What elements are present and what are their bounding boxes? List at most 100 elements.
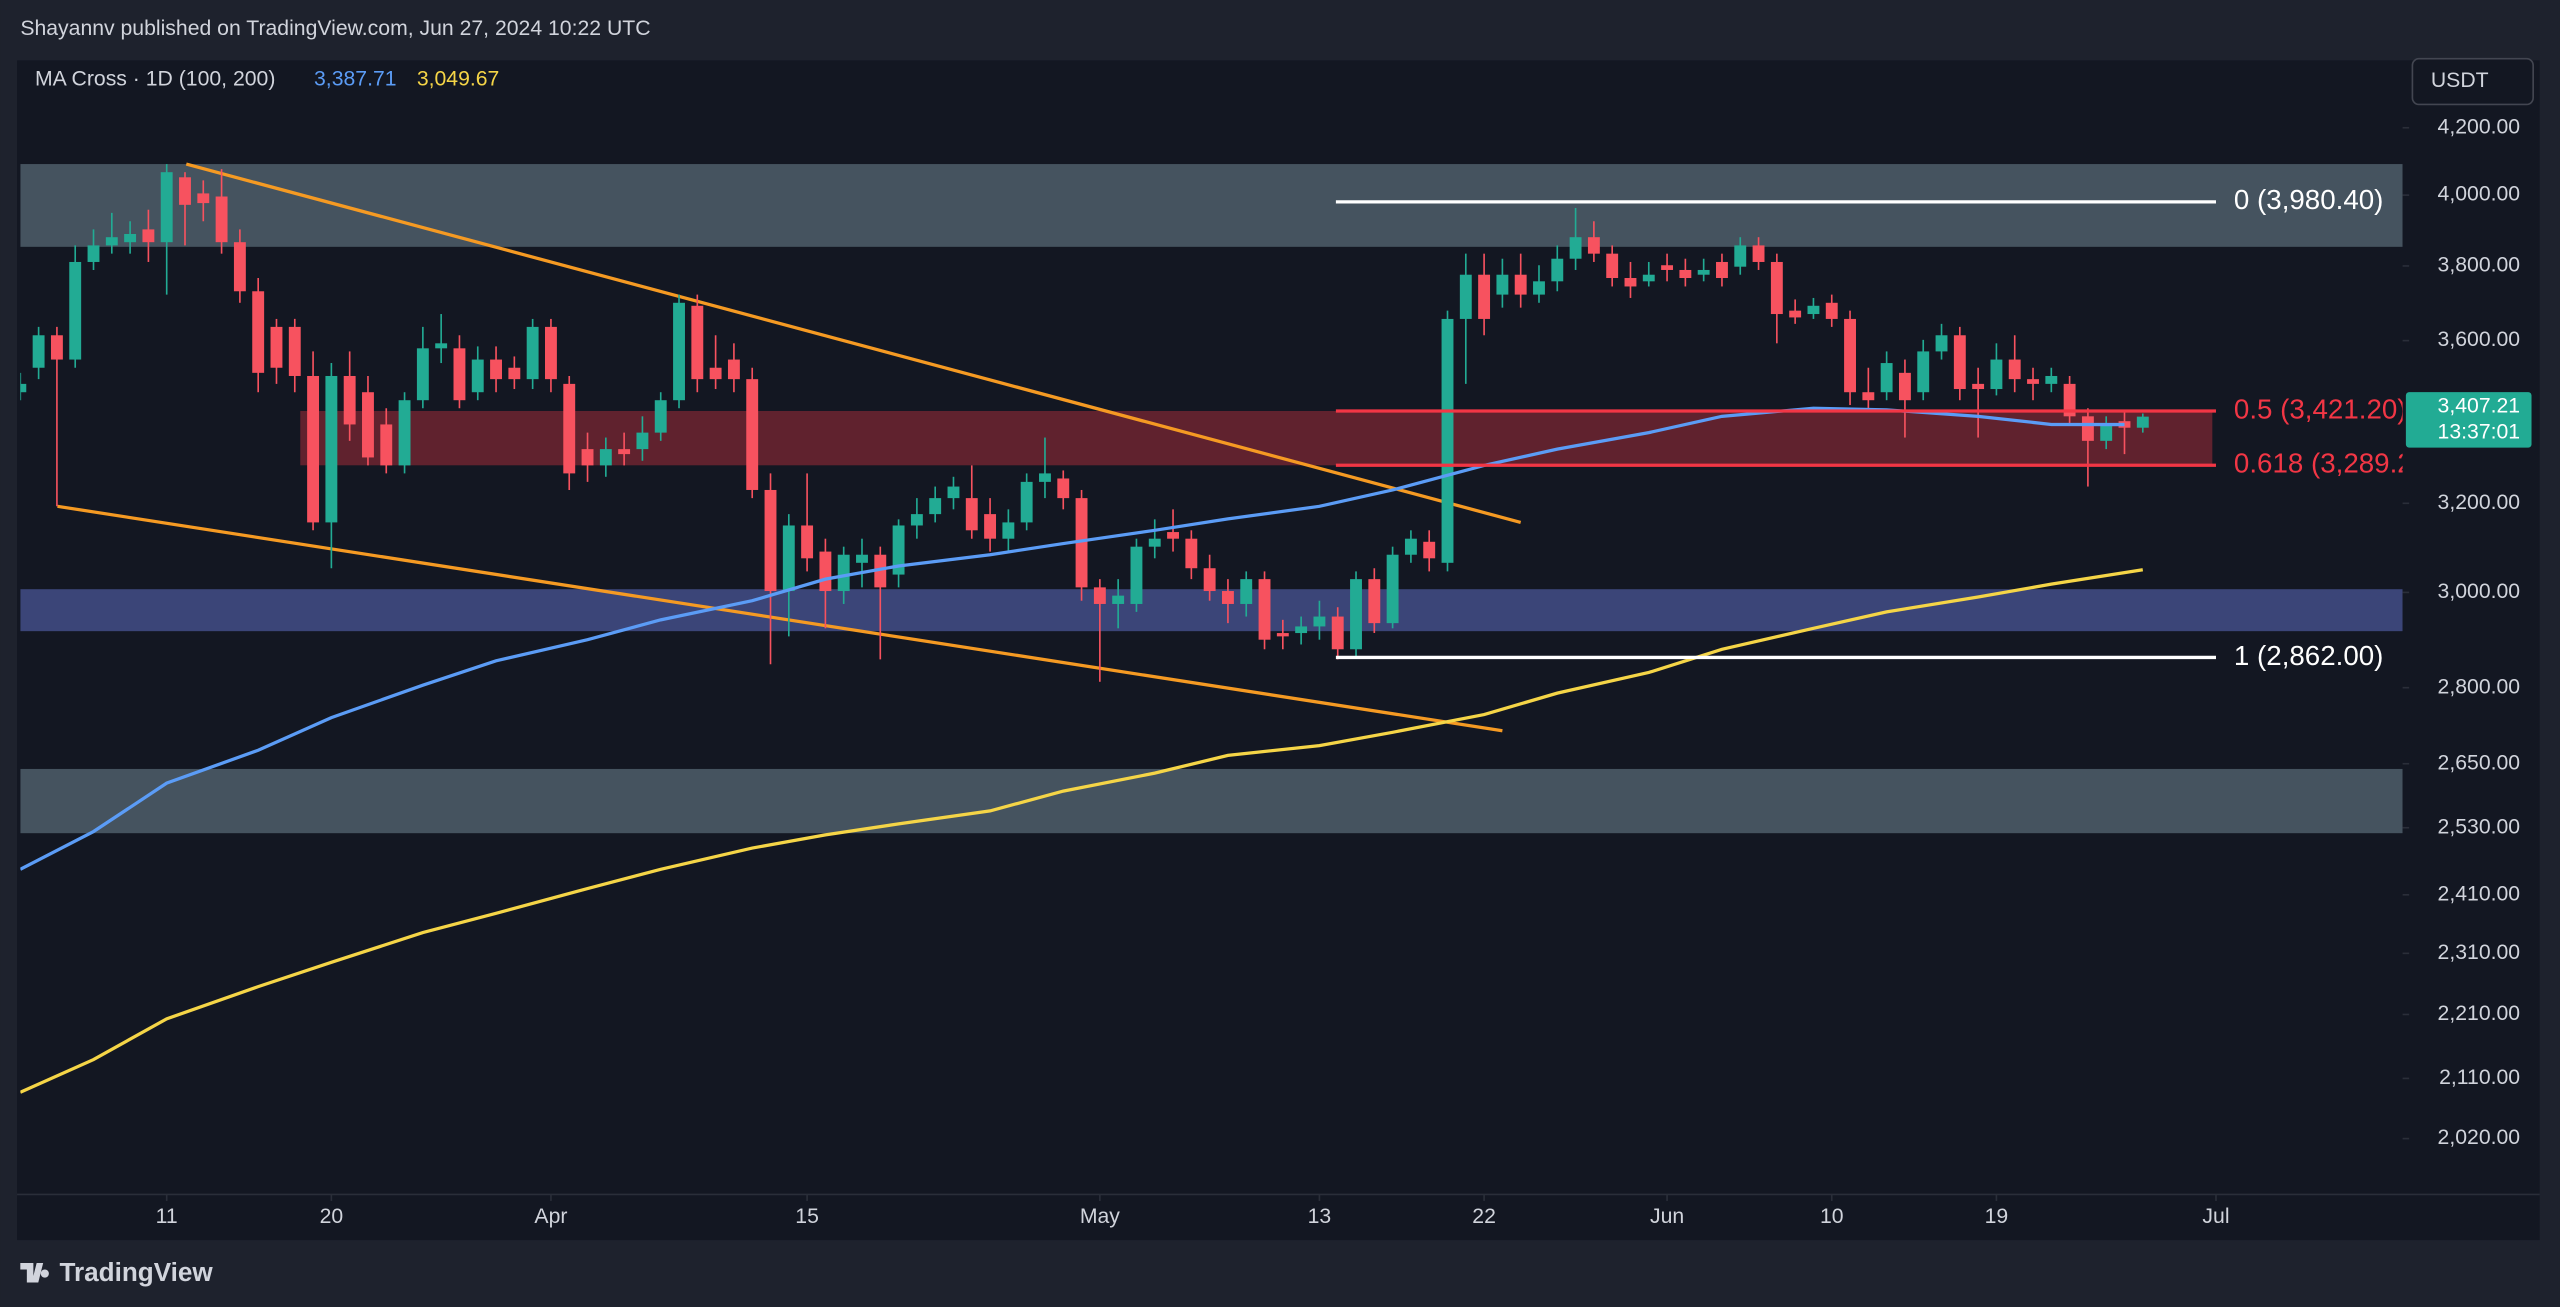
candle-body (819, 551, 832, 592)
candle-body (1935, 335, 1948, 352)
candle-body (215, 196, 228, 243)
candle-body (1404, 538, 1417, 555)
candle-body (1423, 541, 1436, 559)
candle-body (526, 326, 539, 380)
candle-body (1276, 633, 1289, 637)
candle-body (1368, 579, 1381, 624)
candle-body (160, 172, 173, 243)
y-tick-label: 3,200.00 (2438, 491, 2521, 514)
candle-body (1642, 274, 1655, 282)
candle-body (1752, 245, 1765, 262)
zone (20, 164, 2403, 247)
candle-body (910, 514, 923, 526)
x-tick-label: 19 (1985, 1205, 2009, 1228)
fib-label: 0.618 (3,289.23) (2234, 448, 2437, 479)
candle-body (1697, 269, 1710, 275)
candle-body (435, 343, 448, 349)
trend-line (57, 504, 1503, 733)
candle-body (69, 261, 82, 360)
candle-body (1825, 302, 1838, 319)
candle-body (20, 383, 27, 393)
x-tick-label: Jul (2202, 1205, 2229, 1228)
currency-button[interactable] (2411, 57, 2534, 106)
candle-body (508, 367, 521, 380)
candle-body (581, 449, 594, 466)
zone (20, 768, 2403, 834)
candle-body (1844, 318, 1856, 393)
candle-body (2045, 375, 2058, 384)
fib-label: 0.5 (3,421.20) (2234, 393, 2407, 424)
y-tick-label: 2,310.00 (2438, 941, 2521, 964)
candle-body (105, 237, 118, 246)
candle-body (2027, 379, 2039, 384)
candle-body (1716, 261, 1728, 279)
candle-body (1551, 258, 1564, 282)
chart-panel (17, 60, 2540, 1241)
candle-body (380, 424, 393, 466)
moving-average-line (20, 568, 2144, 1094)
candle-body (1221, 591, 1234, 604)
y-tick-label: 2,110.00 (2439, 1066, 2520, 1089)
candle-body (1569, 237, 1582, 259)
candle-body (1075, 498, 1088, 588)
x-tick-label: May (1080, 1205, 1120, 1228)
candle-body (1953, 335, 1966, 390)
candle-body (179, 177, 191, 205)
candle-body (1862, 392, 1875, 401)
candle-body (453, 348, 466, 401)
candle-body (288, 326, 301, 376)
candle-body (1496, 274, 1509, 295)
candle-body (1917, 351, 1930, 393)
candle-body (398, 400, 411, 466)
candle-body (801, 525, 814, 559)
candle-body (1350, 579, 1362, 650)
candle-body (1185, 538, 1198, 569)
candle-body (1606, 253, 1619, 279)
candle-body (1240, 579, 1253, 604)
candle-body (1295, 626, 1308, 634)
candle-body (1679, 269, 1692, 279)
trend-line (185, 162, 1522, 524)
y-tick-label: 2,020.00 (2438, 1126, 2521, 1149)
candle-body (727, 359, 740, 380)
candle-body (929, 498, 942, 515)
plot: 0 (3,980.40) 0.5 (3,421.20) 0.618 (3,289.2… (20, 162, 2437, 1094)
candle-body (197, 193, 210, 204)
ma-fast-value: 3,387.71 (314, 68, 397, 91)
candle-body (2100, 424, 2113, 441)
candle-body (892, 525, 905, 575)
candle-body (1789, 310, 1802, 318)
candle-body (1057, 478, 1070, 499)
currency[interactable]: USDT (2431, 69, 2489, 92)
candle-body (307, 375, 320, 523)
y-tick-label: 3,000.00 (2438, 580, 2521, 603)
candle-body (1807, 305, 1820, 315)
x-tick-label: Jun (1650, 1205, 1684, 1228)
candle-body (965, 498, 978, 531)
candle-body (1990, 359, 2003, 390)
candle-body (1386, 554, 1399, 624)
candle-body (691, 305, 704, 380)
y-tick-label: 3,800.00 (2438, 254, 2521, 277)
zone (20, 589, 2403, 632)
y-tick-label: 2,800.00 (2438, 675, 2521, 698)
fib-label: 0 (3,980.40) (2234, 184, 2383, 215)
countdown-label: 13:37:01 (2438, 421, 2521, 444)
candle-body (142, 229, 155, 243)
candle-body (2081, 416, 2094, 441)
candle-body (1331, 616, 1344, 650)
candle-body (471, 359, 484, 393)
candle-body (2136, 416, 2149, 428)
x-tick-label: 20 (320, 1205, 344, 1228)
candle-body (50, 335, 63, 360)
x-tick-label: 11 (156, 1205, 178, 1228)
candle-body (2008, 359, 2021, 380)
candle-body (1020, 481, 1033, 523)
candle-body (1203, 568, 1216, 592)
candle-body (490, 359, 502, 380)
brand: TradingView (59, 1257, 213, 1287)
candle-body (563, 383, 576, 474)
candle-body (1478, 274, 1491, 319)
candle-body (764, 489, 777, 592)
